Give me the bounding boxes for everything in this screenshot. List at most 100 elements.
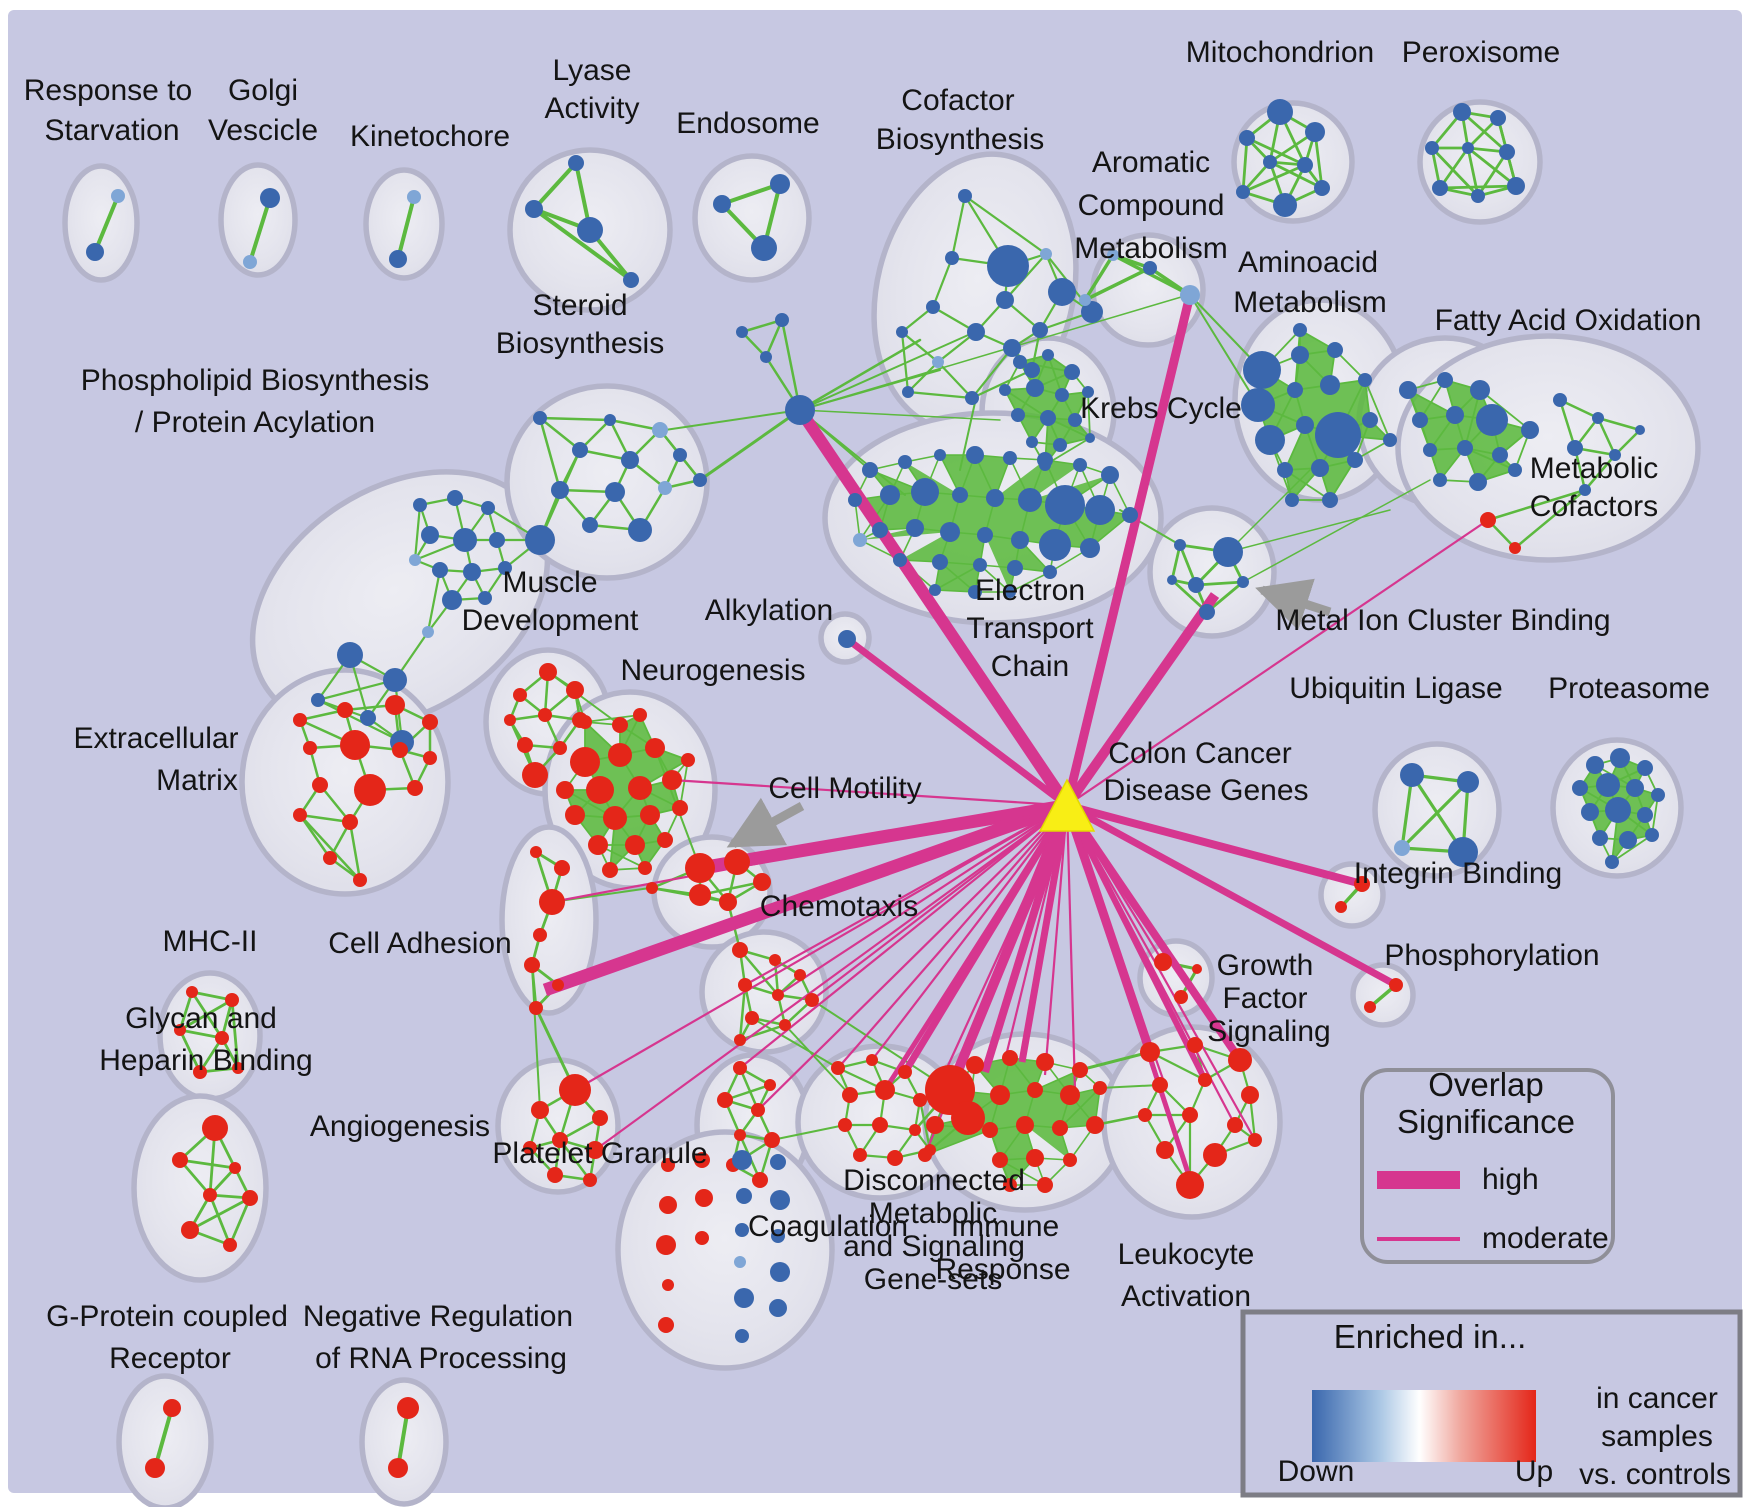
green-edge: [178, 1028, 202, 1074]
gene-set-node: [645, 738, 665, 758]
green-edge: [738, 983, 747, 1042]
green-edge: [1268, 160, 1324, 190]
cluster-krebs-cycle-dense-blob: [1005, 355, 1090, 465]
gene-set-node: [578, 715, 592, 729]
gene-set-node: [1490, 110, 1506, 126]
gene-set-node: [1055, 388, 1069, 402]
green-edge: [664, 409, 801, 431]
gene-set-node: [986, 489, 1004, 507]
gene-set-node: [1285, 493, 1299, 507]
gene-set-node: [734, 1034, 746, 1046]
gene-set-node: [872, 522, 888, 538]
gene-set-node: [1152, 1077, 1168, 1093]
gene-set-node: [926, 300, 940, 314]
overlap-edge-moderate: [837, 804, 1068, 1069]
gene-set-node: [1040, 410, 1056, 426]
gene-set-node: [657, 832, 673, 848]
green-edge: [608, 418, 662, 432]
gene-set-node: [1509, 542, 1521, 554]
gene-set-node: [736, 1188, 752, 1204]
overlap-edge-high: [1064, 804, 1195, 1186]
cluster-phospholipid-biosynthesis-nodes: [311, 490, 555, 754]
cluster-golgi-vescicle-nodes: [243, 188, 280, 269]
label-disconnected-gene-sets: Disconnected: [843, 1164, 1025, 1197]
gene-set-node: [1432, 180, 1448, 196]
gene-set-node: [693, 473, 707, 487]
gene-set-node: [872, 1117, 888, 1133]
label-response-starvation: Starvation: [44, 114, 179, 147]
gene-set-node: [539, 889, 565, 915]
gene-set-node: [353, 873, 367, 887]
cluster-response-starvation-nodes: [86, 189, 125, 261]
gene-set-node: [831, 1061, 845, 1075]
gene-set-node: [538, 708, 552, 722]
overlap-edge-high: [844, 636, 1070, 809]
gene-set-node: [1007, 560, 1023, 576]
gene-set-node: [1187, 1037, 1203, 1053]
gene-set-node: [1287, 382, 1303, 398]
overlap-edge-moderate: [871, 804, 1068, 1061]
gene-set-node: [1241, 388, 1275, 422]
green-edge: [532, 207, 633, 282]
cluster-peroxisome-nodes: [1425, 103, 1525, 203]
green-edge: [738, 948, 780, 997]
gene-set-node: [1016, 1116, 1034, 1134]
gene-set-node: [1037, 452, 1053, 468]
gene-set-node: [760, 351, 772, 363]
gene-set-node: [735, 1223, 749, 1237]
gene-set-node: [909, 1124, 921, 1136]
label-glycan-heparin-binding: Heparin Binding: [99, 1044, 312, 1077]
cluster-nodes: [86, 99, 1665, 1478]
label-steroid-biosynthesis: Biosynthesis: [496, 327, 664, 360]
gene-set-node: [745, 1011, 759, 1025]
gene-set-node: [695, 1189, 713, 1207]
gene-set-node: [842, 1087, 858, 1103]
label-cofactor-biosynthesis: Cofactor: [901, 84, 1014, 117]
gene-set-node: [243, 255, 257, 269]
green-edge: [751, 1017, 839, 1069]
overlap-edge-moderate: [1043, 805, 1069, 1076]
gene-set-node: [1107, 249, 1119, 261]
gene-set-node: [1347, 452, 1363, 468]
gene-set-node: [734, 1288, 754, 1308]
green-edge: [936, 360, 974, 400]
gene-set-node: [1637, 760, 1653, 776]
gene-set-node: [1400, 763, 1424, 787]
green-edge: [900, 330, 910, 394]
gene-set-node: [1579, 484, 1591, 496]
gene-set-node: [1003, 339, 1021, 357]
gene-set-node: [1267, 99, 1293, 125]
label-aminoacid-metabolism: Metabolism: [1233, 286, 1386, 319]
gene-set-node: [1572, 780, 1588, 796]
gene-set-node: [1174, 539, 1186, 551]
cluster-peroxisome-ellipse: [1417, 99, 1543, 225]
green-edge: [538, 416, 582, 452]
gene-set-node: [685, 853, 715, 883]
gene-set-node: [973, 558, 987, 572]
gene-set-node: [1081, 301, 1103, 323]
gene-set-node: [1651, 788, 1665, 802]
cluster-negative-regulation-rna-nodes: [388, 1397, 419, 1478]
label-alkylation: Alkylation: [705, 594, 833, 627]
gene-set-node: [1239, 130, 1255, 146]
legend-down-label: Down: [1278, 1455, 1355, 1488]
gene-set-node: [525, 525, 555, 555]
gene-set-node: [1156, 1141, 1174, 1159]
gene-set-node: [293, 808, 307, 822]
gene-set-node: [1053, 438, 1067, 452]
gene-set-node: [1203, 1143, 1227, 1167]
overlap-edge-high: [1064, 804, 1208, 1082]
gene-set-node: [862, 462, 878, 478]
cluster-extracellular-matrix-nodes: [293, 695, 438, 887]
label-electron-transport-chain: Chain: [991, 650, 1069, 683]
gene-set-node: [1521, 421, 1539, 439]
cluster-g-protein-coupled-receptor-mesh: [153, 1406, 174, 1470]
gene-set-node: [1457, 771, 1479, 793]
green-edge: [1148, 1050, 1207, 1082]
label-platelet-granule: Platelet Granule: [492, 1137, 707, 1170]
cluster-g-protein-coupled-receptor-ellipse: [116, 1373, 214, 1507]
gene-set-node: [906, 519, 924, 537]
cluster-steroid-biosynthesis-nodes: [533, 411, 707, 542]
gene-set-node: [225, 993, 239, 1007]
